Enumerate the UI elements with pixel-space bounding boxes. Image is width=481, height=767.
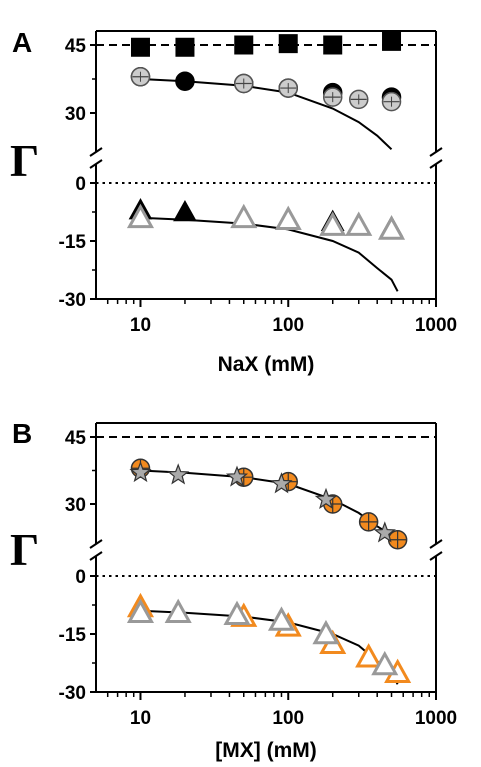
data-point-square bbox=[130, 37, 150, 57]
x-tick-label: 10 bbox=[130, 708, 151, 729]
y-axis-title: Γ bbox=[10, 135, 39, 186]
data-point-circle-half bbox=[348, 89, 369, 110]
axis-break-mark bbox=[429, 539, 443, 549]
data-point-triangle-open bbox=[312, 619, 340, 645]
axis-break-mark bbox=[89, 539, 103, 549]
data-point-star bbox=[225, 465, 249, 487]
data-point-circle-half bbox=[381, 91, 402, 112]
data-point-triangle-open bbox=[126, 598, 155, 624]
y-tick-label: 45 bbox=[65, 36, 87, 57]
data-point-triangle-open bbox=[377, 215, 406, 240]
panel-label: B bbox=[12, 418, 32, 449]
axis-break-mark bbox=[429, 147, 443, 157]
x-tick-label: 1000 bbox=[415, 315, 457, 336]
y-tick-label: 0 bbox=[75, 567, 86, 588]
data-point-triangle-open bbox=[230, 203, 258, 229]
data-point-star bbox=[270, 472, 293, 494]
x-tick-label: 100 bbox=[272, 708, 304, 729]
y-tick-label: -15 bbox=[59, 232, 87, 253]
data-point-square bbox=[382, 31, 402, 51]
data-point-circle-half bbox=[234, 73, 254, 94]
data-point-triangle-open bbox=[274, 205, 302, 231]
y-tick-label: -30 bbox=[59, 290, 86, 311]
y-tick-label: -15 bbox=[59, 625, 87, 646]
data-point-square bbox=[278, 34, 298, 54]
axis-break-mark bbox=[89, 147, 103, 157]
data-point-circle-crossed bbox=[387, 529, 408, 550]
fit-curve bbox=[140, 469, 399, 541]
panel-label: A bbox=[12, 27, 32, 58]
data-point-star bbox=[314, 487, 338, 509]
y-tick-label: 45 bbox=[65, 428, 87, 449]
x-axis-title: [MX] (mM) bbox=[215, 739, 316, 762]
data-point-triangle-open bbox=[355, 643, 383, 668]
x-tick-label: 100 bbox=[272, 315, 304, 336]
data-point-triangle-open bbox=[223, 600, 251, 625]
x-axis-title: NaX (mM) bbox=[218, 353, 315, 376]
fit-curve bbox=[140, 78, 393, 151]
y-tick-label: -30 bbox=[59, 683, 86, 704]
data-point-circle-half bbox=[322, 87, 343, 107]
data-point-circle-crossed bbox=[358, 512, 379, 532]
data-point-square bbox=[175, 37, 195, 57]
data-point-triangle-open bbox=[371, 650, 399, 676]
panel-b: B Γ 45 30 0 -15 -30 10 100 1000 [MX] (mM) bbox=[10, 418, 457, 762]
data-point-triangle-open bbox=[345, 211, 373, 236]
data-point-star bbox=[167, 463, 190, 485]
data-point-triangle-open bbox=[164, 598, 192, 624]
x-tick-label: 10 bbox=[130, 315, 151, 336]
data-point-square bbox=[323, 35, 343, 55]
axis-break-mark bbox=[429, 159, 443, 169]
axis-break-mark bbox=[89, 551, 103, 561]
data-point-circle-half bbox=[130, 66, 151, 87]
y-axis-title: Γ bbox=[10, 524, 39, 575]
x-tick-label: 1000 bbox=[415, 708, 457, 729]
y-tick-label: 0 bbox=[75, 174, 86, 195]
y-tick-label: 30 bbox=[65, 104, 86, 125]
data-point-circle-half bbox=[278, 78, 298, 98]
data-point-triangle-open bbox=[319, 211, 347, 236]
data-point-triangle-open bbox=[267, 606, 296, 631]
axis-break-mark bbox=[429, 551, 443, 561]
data-point-triangle-open bbox=[126, 203, 155, 229]
data-point-star bbox=[373, 521, 396, 543]
data-point-circle bbox=[175, 71, 195, 92]
y-tick-label: 30 bbox=[65, 495, 86, 516]
axis-break-mark bbox=[89, 159, 103, 169]
fit-curve bbox=[140, 216, 399, 292]
data-point-triangle bbox=[173, 199, 197, 222]
data-point-square bbox=[234, 35, 254, 55]
panel-a: A Γ 45 30 0 -15 -30 10 100 1000 NaX (mM) bbox=[10, 27, 457, 376]
data-point-star bbox=[129, 460, 152, 483]
